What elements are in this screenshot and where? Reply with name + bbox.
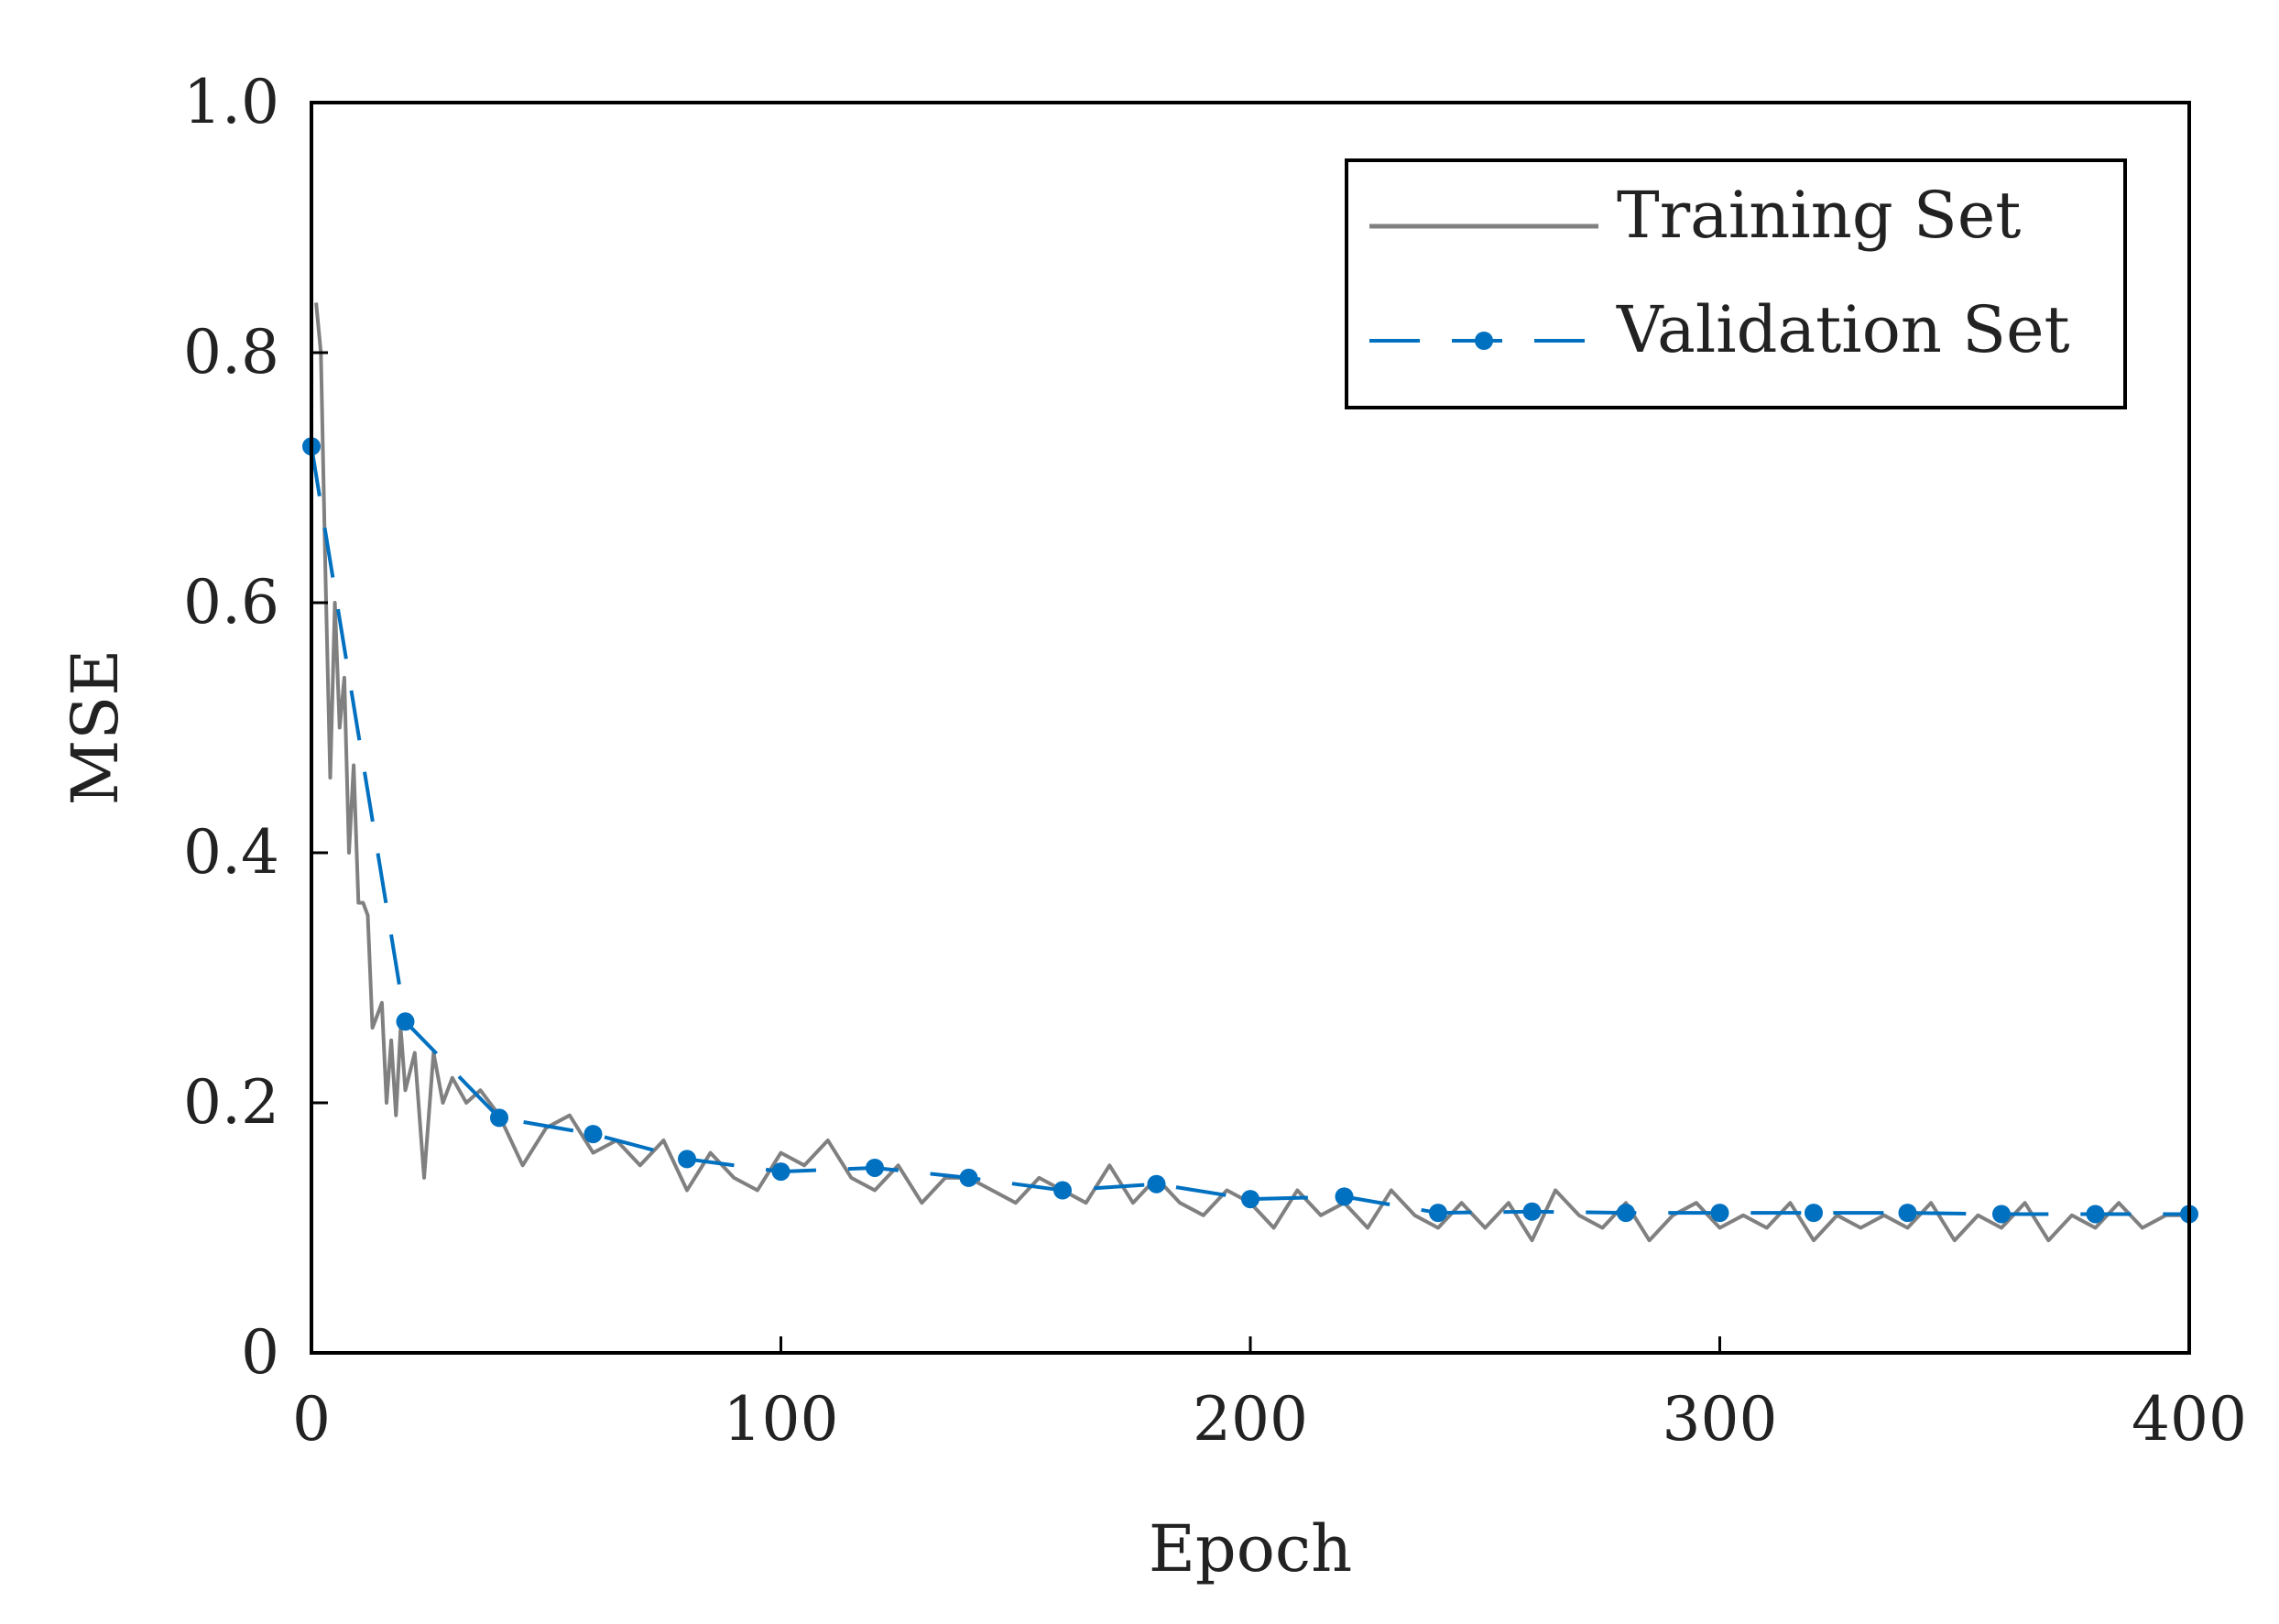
x-tick-label: 400 xyxy=(2132,1384,2247,1455)
legend-box xyxy=(1345,158,2127,409)
x-tick-label: 0 xyxy=(292,1384,331,1455)
validation-point xyxy=(1805,1204,1823,1223)
x-tick-label: 200 xyxy=(1193,1384,1308,1455)
validation-point xyxy=(771,1162,791,1182)
series-layer xyxy=(302,302,2198,1243)
x-axis-label: Epoch xyxy=(1149,1511,1352,1586)
validation-point xyxy=(959,1168,978,1187)
y-tick-label: 0.8 xyxy=(183,317,279,387)
validation-point xyxy=(1898,1204,1917,1223)
validation-point xyxy=(1710,1204,1729,1223)
x-tick-label: 100 xyxy=(724,1384,839,1455)
validation-point xyxy=(1053,1181,1072,1200)
legend-validation-label: Validation Set xyxy=(1616,292,2070,367)
validation-point xyxy=(1147,1174,1166,1193)
y-tick-label: 1.0 xyxy=(183,67,279,137)
validation-point xyxy=(1241,1190,1259,1209)
y-axis-label: MSE xyxy=(58,649,133,806)
validation-point xyxy=(2086,1204,2105,1224)
validation-point xyxy=(583,1125,603,1144)
validation-point xyxy=(1335,1187,1354,1206)
x-tick-label: 300 xyxy=(1663,1384,1778,1455)
legend-validation-marker xyxy=(1475,332,1493,350)
validation-point xyxy=(1617,1204,1635,1223)
legend-training-label: Training Set xyxy=(1617,178,2021,253)
validation-point xyxy=(678,1150,696,1169)
tick-layer: 0 100 200 300 400 0 0.2 0.4 0.6 0.8 1.0 xyxy=(183,67,2247,1455)
y-tick-label: 0.6 xyxy=(183,567,279,638)
validation-point xyxy=(1992,1204,2011,1224)
y-tick-label: 0.2 xyxy=(183,1067,279,1138)
legend: Training Set Validation Set xyxy=(1345,158,2127,409)
validation-point xyxy=(396,1012,415,1031)
y-tick-label: 0.4 xyxy=(183,817,279,888)
validation-point xyxy=(866,1158,884,1177)
training-set-line xyxy=(314,302,2189,1243)
validation-point xyxy=(1429,1204,1447,1223)
validation-point xyxy=(1522,1202,1542,1221)
y-tick-label: 0 xyxy=(241,1317,279,1388)
validation-set-line xyxy=(310,446,2189,1216)
validation-point xyxy=(490,1108,508,1128)
